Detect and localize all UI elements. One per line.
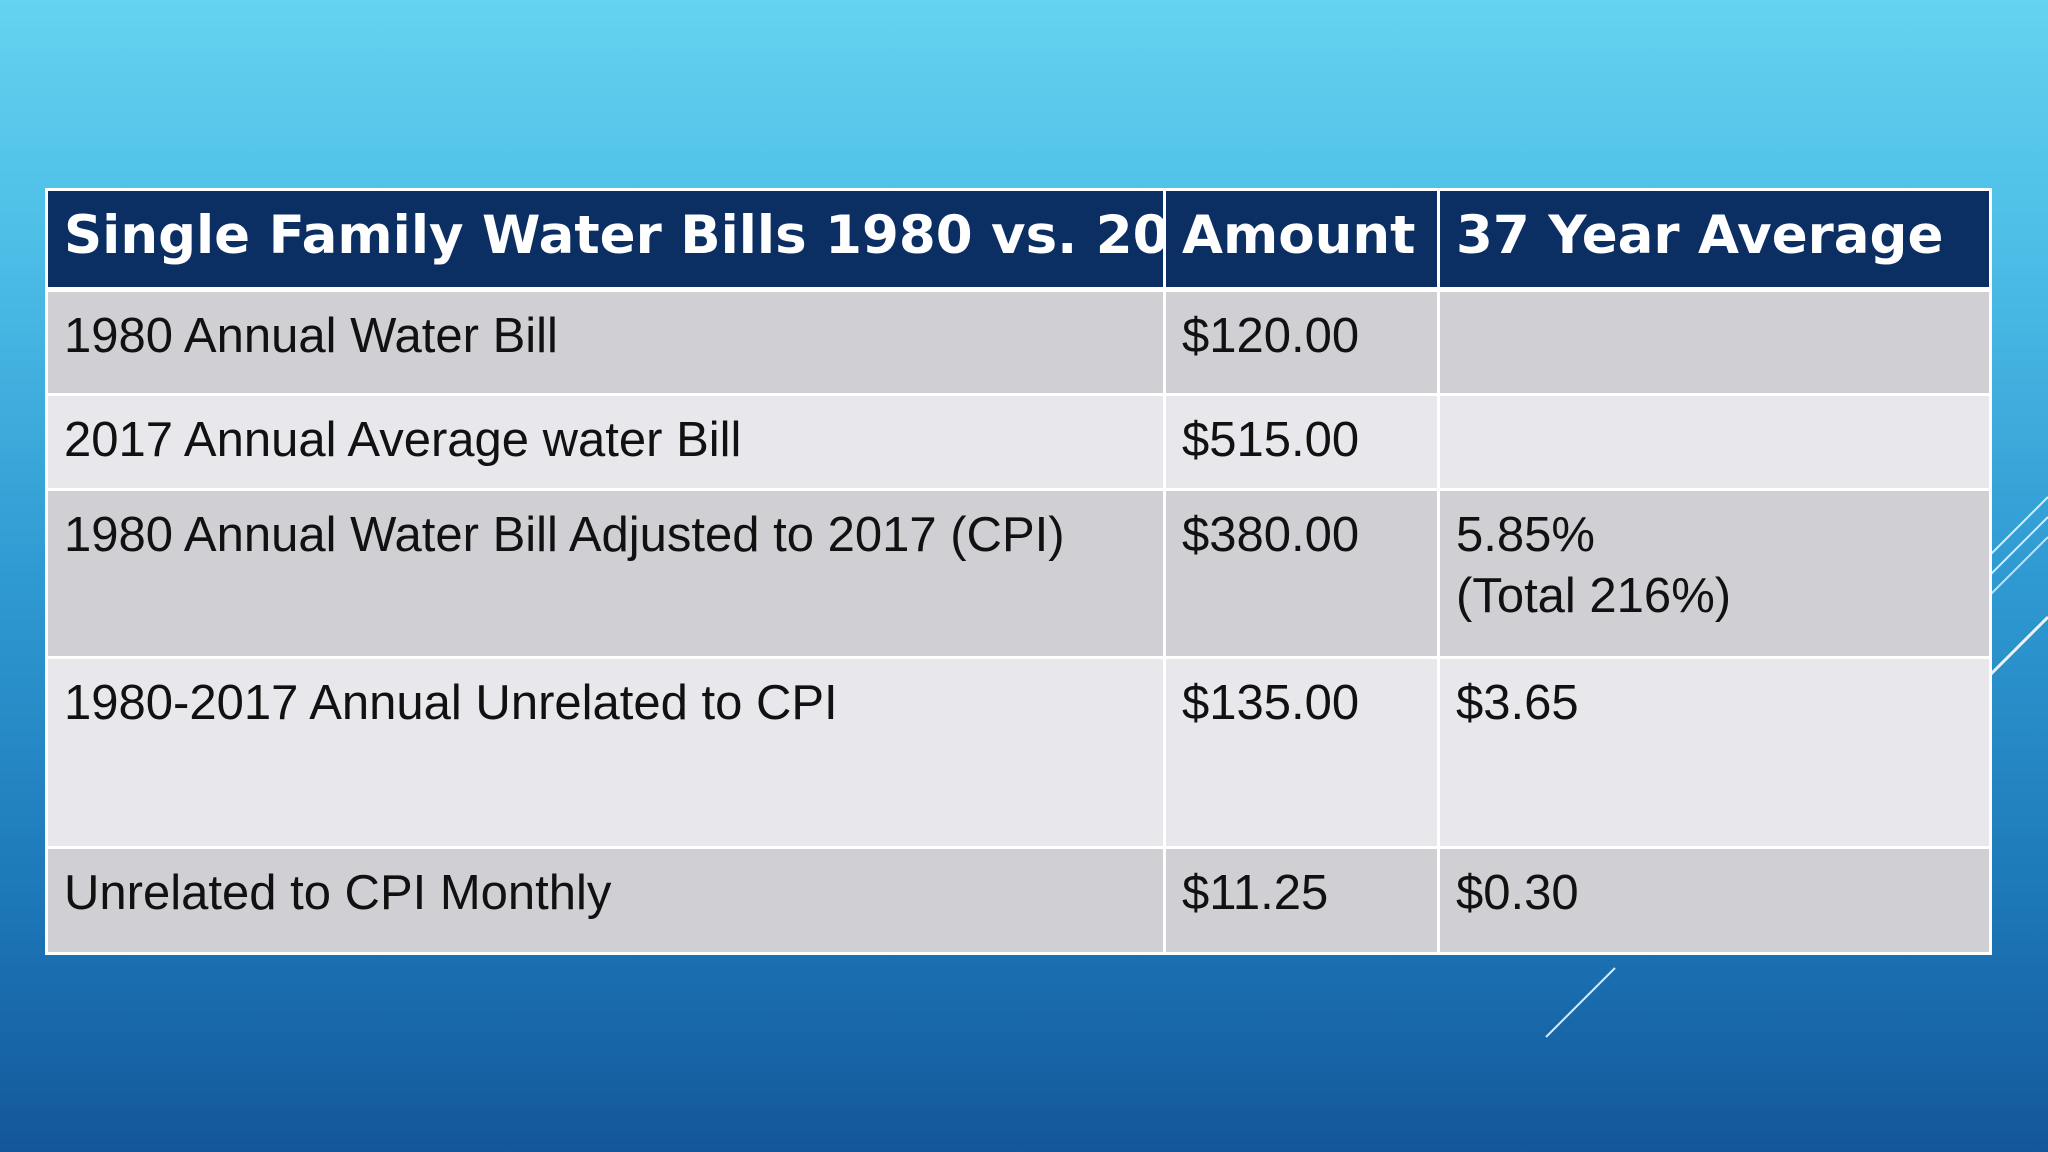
header-average: 37 Year Average xyxy=(1437,188,1992,292)
deco-line-5 xyxy=(1545,967,1616,1038)
row-average xyxy=(1437,288,1992,396)
row-label: 1980 Annual Water Bill xyxy=(45,288,1166,396)
row-average: 5.85% (Total 216%) xyxy=(1437,488,1992,659)
deco-line-2 xyxy=(1989,516,2048,576)
row-amount: $135.00 xyxy=(1163,656,1440,849)
deco-line-4 xyxy=(1988,615,2048,677)
row-average: $0.30 xyxy=(1437,846,1992,955)
table-row: 2017 Annual Average water Bill $515.00 xyxy=(45,393,1992,491)
header-description: Single Family Water Bills 1980 vs. 2017 xyxy=(45,188,1166,292)
deco-line-3 xyxy=(1989,536,2048,596)
table-header-row: Single Family Water Bills 1980 vs. 2017 … xyxy=(45,188,1992,292)
water-bills-table: Single Family Water Bills 1980 vs. 2017 … xyxy=(45,188,1992,955)
row-amount: $380.00 xyxy=(1163,488,1440,659)
row-label: 2017 Annual Average water Bill xyxy=(45,393,1166,491)
water-bills-table-container: Single Family Water Bills 1980 vs. 2017 … xyxy=(45,188,1992,955)
table-row: Unrelated to CPI Monthly $11.25 $0.30 xyxy=(45,846,1992,955)
table-row: 1980-2017 Annual Unrelated to CPI $135.0… xyxy=(45,656,1992,849)
row-amount: $11.25 xyxy=(1163,846,1440,955)
table-row: 1980 Annual Water Bill Adjusted to 2017 … xyxy=(45,488,1992,659)
header-amount: Amount xyxy=(1163,188,1440,292)
row-average: $3.65 xyxy=(1437,656,1992,849)
row-average xyxy=(1437,393,1992,491)
row-label: Unrelated to CPI Monthly xyxy=(45,846,1166,955)
row-average-line1: 5.85% xyxy=(1456,508,1595,562)
deco-line-1 xyxy=(1989,496,2048,556)
row-amount: $120.00 xyxy=(1163,288,1440,396)
row-amount: $515.00 xyxy=(1163,393,1440,491)
row-average-line2: (Total 216%) xyxy=(1456,569,1732,624)
table-row: 1980 Annual Water Bill $120.00 xyxy=(45,288,1992,396)
row-average-line1: $0.30 xyxy=(1456,866,1579,920)
row-label: 1980 Annual Water Bill Adjusted to 2017 … xyxy=(45,488,1166,659)
row-average-line1: $3.65 xyxy=(1456,676,1579,730)
row-label: 1980-2017 Annual Unrelated to CPI xyxy=(45,656,1166,849)
